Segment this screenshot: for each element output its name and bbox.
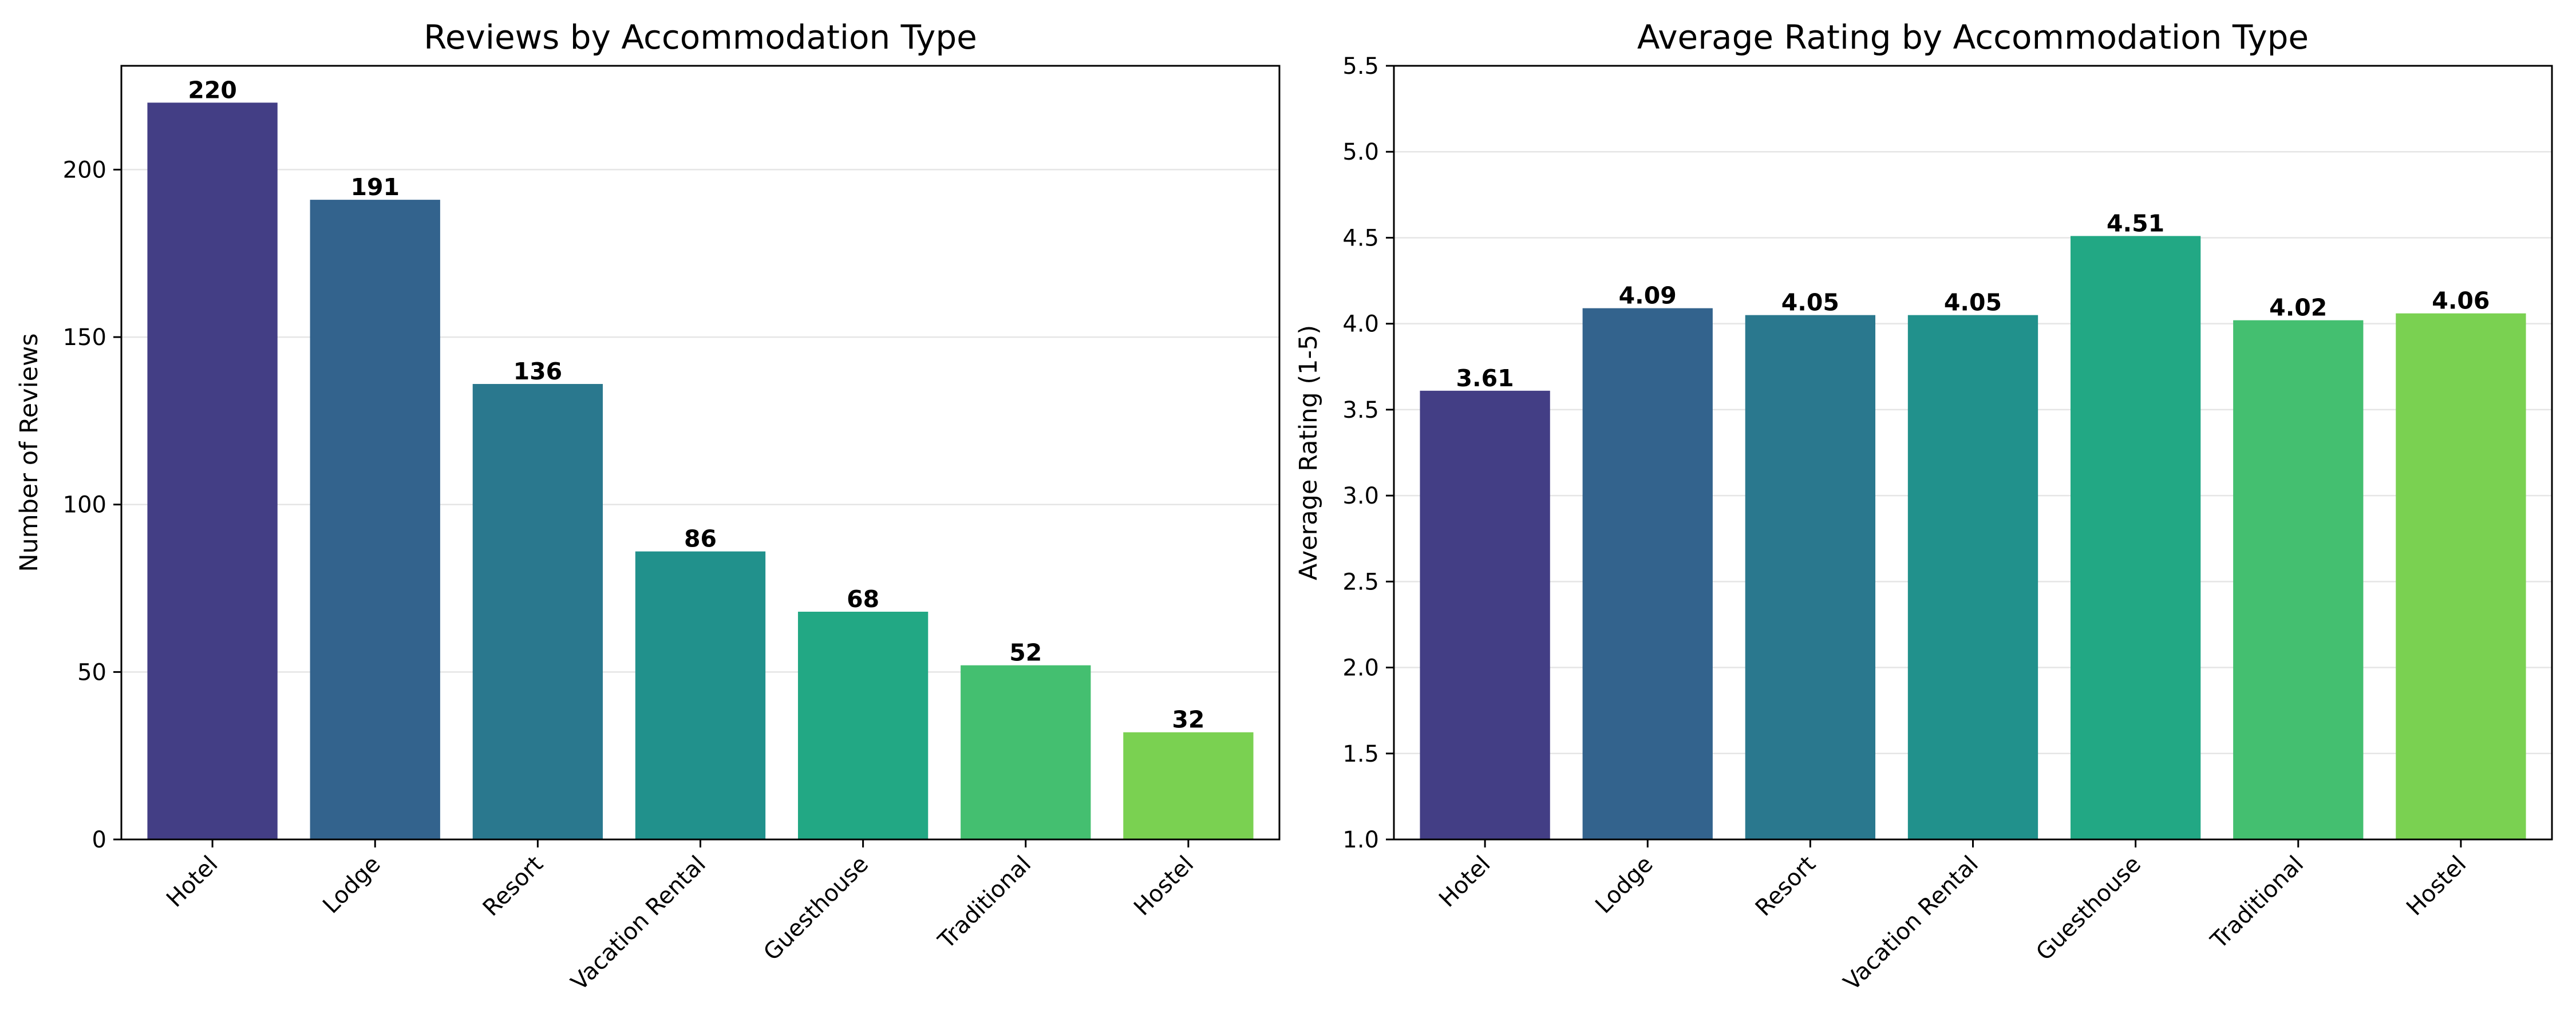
bar-value-label: 68 xyxy=(847,585,879,613)
y-tick-label: 50 xyxy=(77,659,106,686)
y-axis-label: Average Rating (1-5) xyxy=(1294,325,1323,580)
y-tick-label: 2.5 xyxy=(1342,569,1379,595)
y-axis-label: Number of Reviews xyxy=(15,333,44,572)
bar-hostel xyxy=(1123,732,1254,839)
y-tick-label: 0 xyxy=(92,827,106,853)
chart-title: Reviews by Accommodation Type xyxy=(424,18,977,57)
y-tick-label: 200 xyxy=(63,157,106,183)
bar-traditional xyxy=(961,665,1091,839)
bar-value-label: 4.02 xyxy=(2269,294,2327,322)
bar-vacation-rental xyxy=(635,551,766,839)
bar-value-label: 3.61 xyxy=(1456,365,1514,392)
y-tick-label: 4.0 xyxy=(1342,311,1379,338)
chart-title: Average Rating by Accommodation Type xyxy=(1637,18,2309,57)
bar-resort xyxy=(1745,315,1876,839)
y-tick-label: 2.0 xyxy=(1342,655,1379,682)
bar-value-label: 136 xyxy=(513,358,563,385)
y-tick-label: 3.0 xyxy=(1342,483,1379,509)
bar-value-label: 4.05 xyxy=(1944,289,2002,316)
bar-value-label: 86 xyxy=(684,525,717,553)
y-tick-label: 100 xyxy=(63,492,106,518)
bar-value-label: 4.51 xyxy=(2107,209,2164,237)
bar-value-label: 220 xyxy=(188,76,237,104)
bar-value-label: 191 xyxy=(350,173,400,201)
bar-value-label: 4.09 xyxy=(1619,282,1677,310)
bar-hotel xyxy=(147,102,278,839)
bar-guesthouse xyxy=(797,612,929,839)
bar-hotel xyxy=(1420,390,1550,839)
y-tick-label: 3.5 xyxy=(1342,397,1379,423)
bar-hostel xyxy=(2396,313,2526,839)
y-tick-label: 1.5 xyxy=(1342,741,1379,767)
bar-resort xyxy=(472,384,603,839)
bar-vacation-rental xyxy=(1907,315,2038,839)
bar-lodge xyxy=(1582,308,1713,839)
bar-guesthouse xyxy=(2070,236,2201,840)
bar-value-label: 4.06 xyxy=(2432,287,2490,315)
bar-value-label: 52 xyxy=(1009,639,1042,667)
y-tick-label: 5.5 xyxy=(1342,53,1379,80)
y-tick-label: 150 xyxy=(63,324,106,351)
bar-traditional xyxy=(2233,320,2364,839)
y-tick-label: 1.0 xyxy=(1342,827,1379,853)
bar-value-label: 32 xyxy=(1172,706,1204,734)
y-tick-label: 4.5 xyxy=(1342,225,1379,251)
bar-lodge xyxy=(310,200,440,839)
y-tick-label: 5.0 xyxy=(1342,139,1379,165)
bar-value-label: 4.05 xyxy=(1781,289,1839,316)
